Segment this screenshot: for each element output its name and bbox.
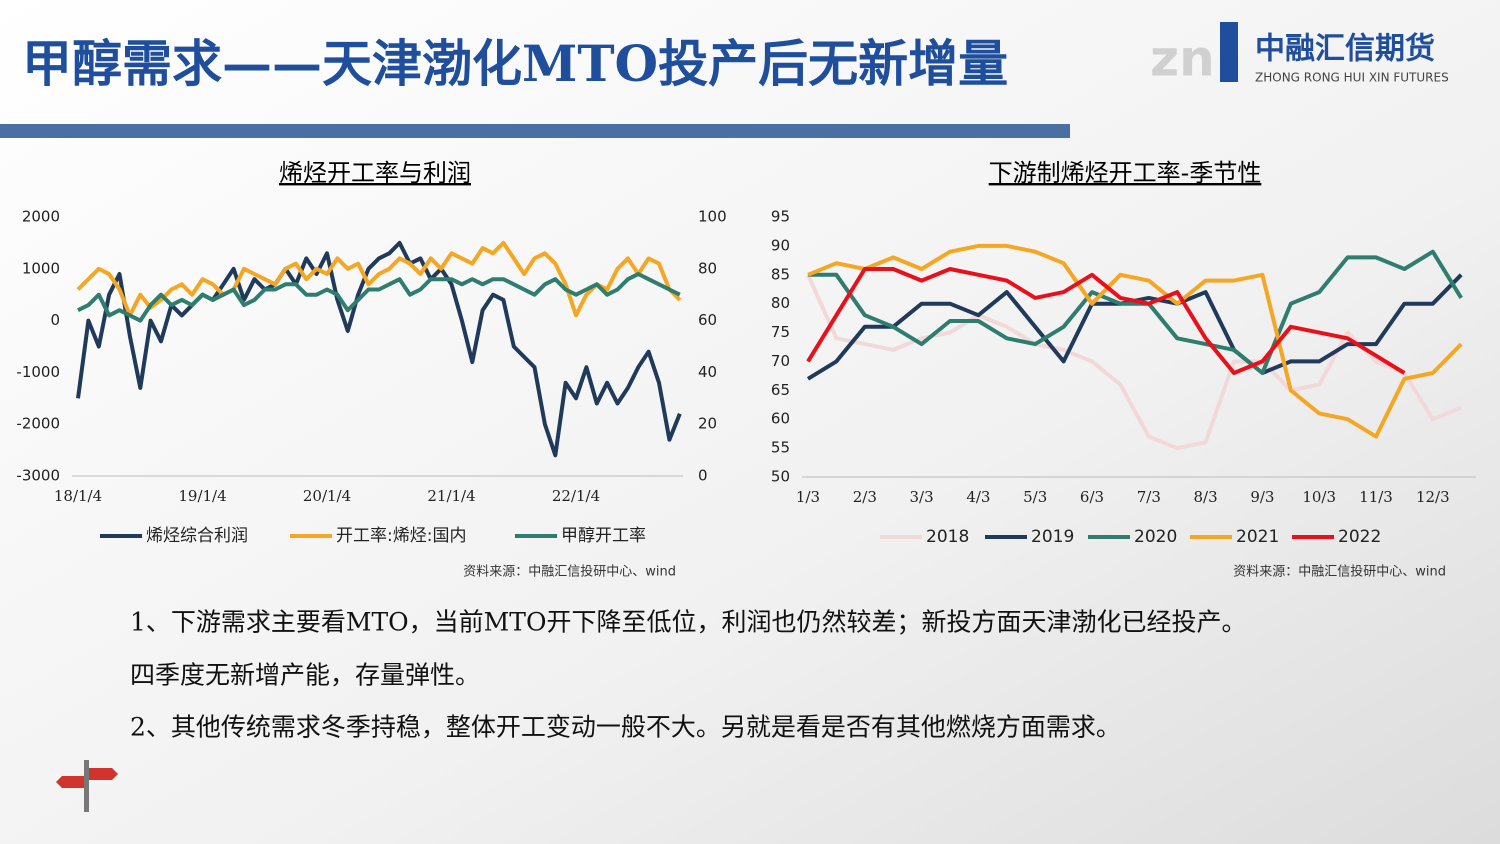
y-tick-label: 55 (771, 439, 790, 457)
logo-name: 中融汇信期货 (1255, 32, 1435, 67)
x-tick-label: 11/3 (1359, 488, 1393, 506)
x-tick-label: 12/3 (1416, 488, 1450, 506)
y-tick-label: 50 (771, 468, 790, 486)
y-tick-label: 80 (771, 294, 790, 312)
y-tick-label: 85 (771, 265, 790, 283)
legend-label: 烯烃综合利润 (146, 526, 248, 546)
x-tick-label: 5/3 (1023, 488, 1047, 506)
legend-label: 2019 (1031, 527, 1074, 547)
y2-tick-label: 0 (698, 467, 708, 485)
legend-label: 甲醇开工率 (561, 526, 646, 546)
series-line (77, 272, 681, 323)
legend-label: 2021 (1236, 527, 1279, 547)
signpost (56, 760, 118, 812)
y-tick-label: -1000 (16, 363, 60, 381)
y-tick-label: 75 (771, 323, 790, 341)
y2-tick-label: 100 (698, 208, 727, 226)
series-line (808, 249, 1463, 375)
y-tick-label: -3000 (16, 467, 60, 485)
series-line (76, 240, 682, 318)
x-tick-label: 2/3 (853, 488, 877, 506)
x-tick-label: 19/1/4 (178, 487, 226, 505)
series-line (806, 267, 1406, 375)
note: 1、下游需求主要看MTO，当前MTO开下降至低位，利润也仍然较差；新投方面天津渤… (130, 608, 1246, 637)
y-tick-label: 2000 (22, 208, 60, 226)
legend-label: 2022 (1338, 527, 1381, 547)
y-tick-label: -2000 (16, 415, 60, 433)
legend-label: 2018 (926, 527, 969, 547)
y-tick-label: 0 (50, 311, 60, 329)
chart-title: 烯烃开工率与利润 (279, 159, 471, 187)
x-tick-label: 1/3 (796, 488, 820, 506)
y-tick-label: 95 (771, 208, 790, 226)
legend-label: 开工率:烯烃:国内 (336, 526, 466, 546)
x-tick-label: 7/3 (1137, 488, 1161, 506)
x-tick-label: 20/1/4 (303, 487, 351, 505)
y-tick-label: 60 (771, 410, 790, 428)
note: 2、其他传统需求冬季持稳，整体开工变动一般不大。另就是看是否有其他燃烧方面需求。 (130, 713, 1121, 742)
x-tick-label: 18/1/4 (54, 487, 102, 505)
y-tick-label: 70 (771, 352, 790, 370)
x-tick-label: 3/3 (910, 488, 934, 506)
y2-tick-label: 40 (698, 363, 717, 381)
y-tick-label: 65 (771, 381, 790, 399)
series-line (76, 240, 682, 458)
slide-title: 甲醇需求——天津渤化MTO投产后无新增量 (22, 34, 1008, 93)
x-tick-label: 4/3 (966, 488, 990, 506)
y2-tick-label: 20 (698, 415, 717, 433)
series-line (807, 243, 1463, 439)
logo-mark: zn (1150, 30, 1215, 88)
note: 四季度无新增产能，存量弹性。 (130, 661, 480, 690)
source: 资料来源：中融汇信投研中心、wind (1233, 564, 1446, 580)
source: 资料来源：中融汇信投研中心、wind (463, 564, 676, 580)
y-tick-label: 1000 (22, 259, 60, 277)
x-tick-label: 10/3 (1302, 488, 1336, 506)
y2-tick-label: 80 (698, 259, 717, 277)
title-bar (0, 124, 1070, 138)
y-tick-label: 90 (771, 236, 790, 254)
x-tick-label: 6/3 (1080, 488, 1104, 506)
x-tick-label: 21/1/4 (427, 487, 475, 505)
y2-tick-label: 60 (698, 311, 717, 329)
x-tick-label: 9/3 (1250, 488, 1274, 506)
logo-en: ZHONG RONG HUI XIN FUTURES (1255, 71, 1449, 85)
x-tick-label: 22/1/4 (552, 487, 600, 505)
legend-label: 2020 (1134, 527, 1177, 547)
chart-title: 下游制烯烃开工率-季节性 (989, 159, 1262, 187)
x-tick-label: 8/3 (1194, 488, 1218, 506)
logo-f (1220, 22, 1238, 82)
